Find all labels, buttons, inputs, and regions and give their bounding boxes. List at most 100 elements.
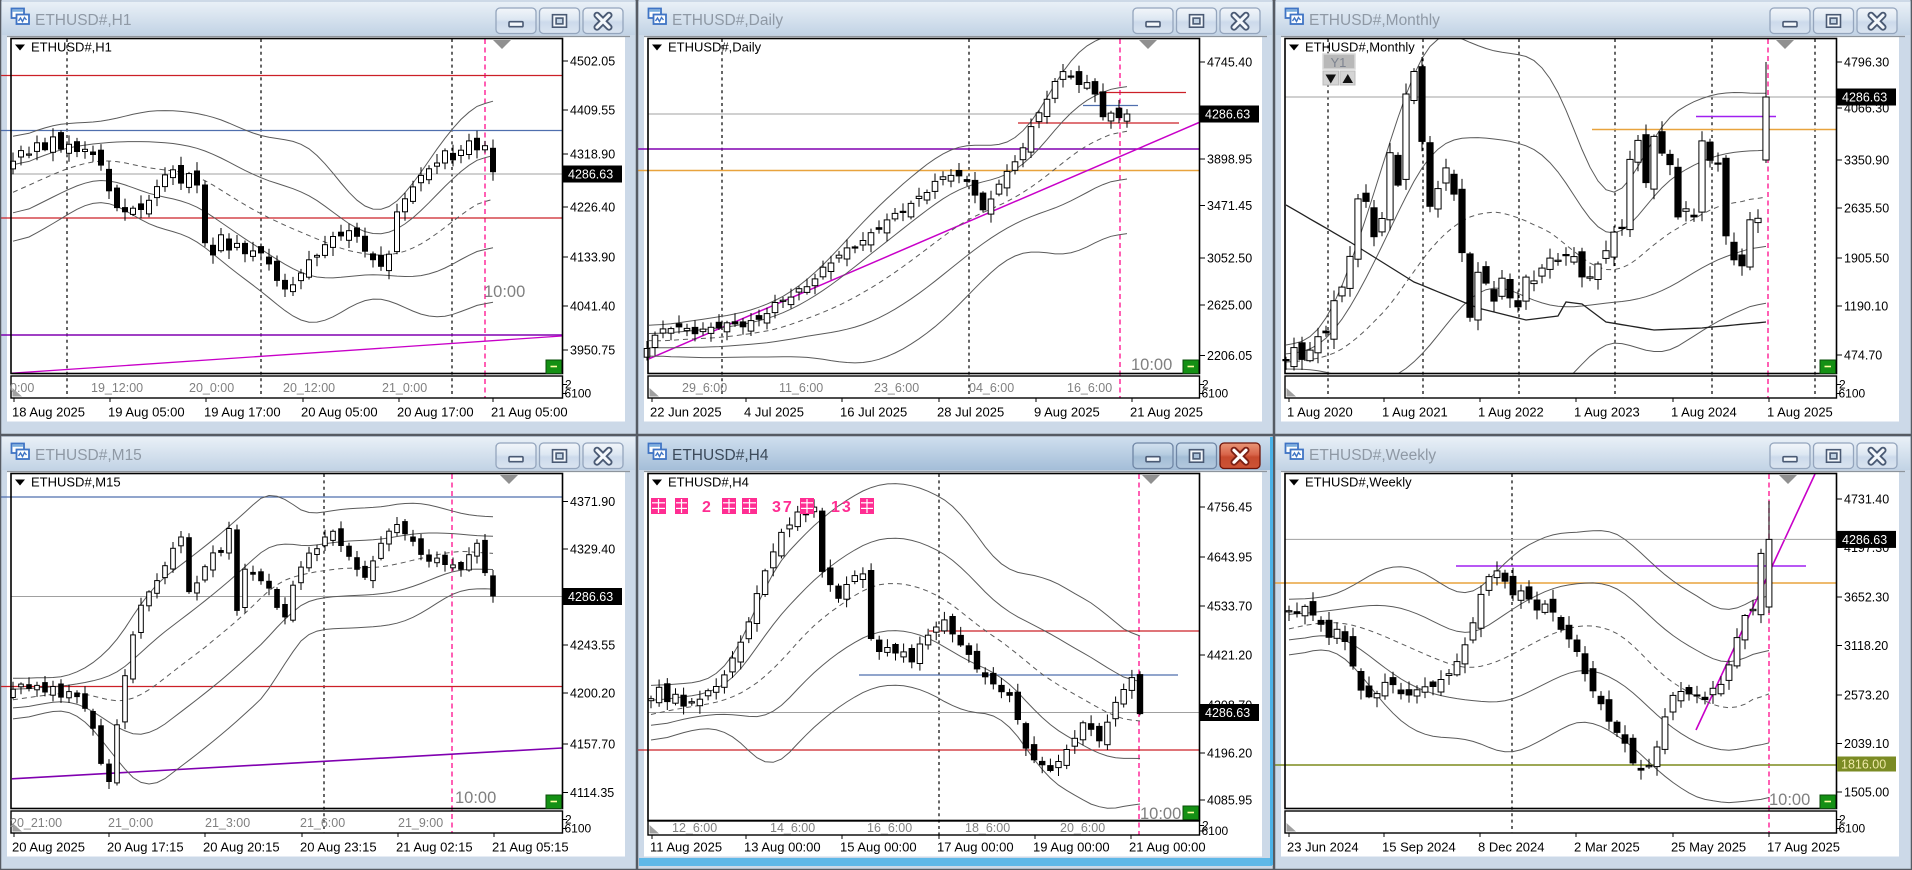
- svg-text:16_6:00: 16_6:00: [867, 821, 912, 835]
- svg-text:21 Aug 05:00: 21 Aug 05:00: [491, 405, 568, 420]
- svg-text:ETHUSD#,H1: ETHUSD#,H1: [35, 12, 131, 29]
- svg-text:20 Aug 20:15: 20 Aug 20:15: [203, 840, 280, 855]
- svg-text:20_12:00: 20_12:00: [283, 381, 335, 395]
- svg-text:ETHUSD#,M15: ETHUSD#,M15: [35, 447, 142, 464]
- svg-text:4533.70: 4533.70: [1207, 600, 1252, 614]
- svg-text:2: 2: [1202, 819, 1209, 833]
- svg-text:6100: 6100: [1202, 824, 1229, 838]
- svg-text:1 Aug 2020: 1 Aug 2020: [1287, 405, 1353, 420]
- svg-text:1505.00: 1505.00: [1844, 786, 1889, 800]
- svg-text:2: 2: [565, 813, 572, 827]
- svg-text:4745.40: 4745.40: [1207, 56, 1252, 70]
- svg-text:4286.63: 4286.63: [1205, 108, 1250, 122]
- svg-text:10:00: 10:00: [1140, 805, 1181, 823]
- svg-text:28 Jul 2025: 28 Jul 2025: [937, 405, 1004, 420]
- svg-text:3350.90: 3350.90: [1844, 154, 1889, 168]
- svg-text:16 Jul 2025: 16 Jul 2025: [840, 405, 907, 420]
- svg-text:6100: 6100: [565, 387, 592, 401]
- svg-text:ETHUSD#,H4: ETHUSD#,H4: [672, 447, 769, 464]
- svg-text:3950.75: 3950.75: [570, 344, 615, 358]
- svg-text:23 Jun 2024: 23 Jun 2024: [1287, 840, 1359, 855]
- svg-text:2635.50: 2635.50: [1844, 202, 1889, 216]
- svg-text:13 Aug 00:00: 13 Aug 00:00: [744, 840, 821, 855]
- svg-text:19 Aug 05:00: 19 Aug 05:00: [108, 405, 185, 420]
- svg-text:25 May 2025: 25 May 2025: [1671, 840, 1746, 855]
- svg-text:4041.40: 4041.40: [570, 300, 615, 314]
- svg-text:21_0:00: 21_0:00: [382, 381, 427, 395]
- svg-text:3052.50: 3052.50: [1207, 252, 1252, 266]
- svg-text:2: 2: [702, 499, 711, 516]
- svg-text:1 Aug 2024: 1 Aug 2024: [1671, 405, 1737, 420]
- svg-text:4286.63: 4286.63: [1842, 91, 1887, 105]
- svg-text:ETHUSD#,Weekly: ETHUSD#,Weekly: [1305, 475, 1412, 490]
- svg-text:10:00: 10:00: [455, 789, 496, 807]
- svg-text:4731.40: 4731.40: [1844, 493, 1889, 507]
- svg-text:2: 2: [1839, 813, 1846, 827]
- svg-text:6100: 6100: [565, 822, 592, 836]
- svg-text:15 Aug 00:00: 15 Aug 00:00: [840, 840, 917, 855]
- svg-text:4286.63: 4286.63: [1842, 533, 1887, 547]
- svg-text:ETHUSD#,H1: ETHUSD#,H1: [31, 40, 112, 55]
- svg-text:4085.95: 4085.95: [1207, 794, 1252, 808]
- svg-text:4196.20: 4196.20: [1207, 747, 1252, 761]
- svg-text:6100: 6100: [1202, 387, 1229, 401]
- svg-text:37: 37: [772, 499, 794, 516]
- svg-text:10:00: 10:00: [484, 283, 525, 301]
- svg-text:ETHUSD#,Daily: ETHUSD#,Daily: [672, 12, 783, 29]
- svg-text:ETHUSD#,Weekly: ETHUSD#,Weekly: [1309, 447, 1436, 464]
- svg-text:19_12:00: 19_12:00: [91, 381, 143, 395]
- svg-text:2: 2: [1202, 378, 1209, 392]
- svg-text:6100: 6100: [1839, 822, 1866, 836]
- svg-text:20_21:00: 20_21:00: [10, 816, 62, 830]
- svg-text:19 Aug 00:00: 19 Aug 00:00: [1033, 840, 1110, 855]
- svg-text:4133.90: 4133.90: [570, 251, 615, 265]
- svg-text:8 Dec 2024: 8 Dec 2024: [1478, 840, 1545, 855]
- svg-text:21_9:00: 21_9:00: [398, 816, 443, 830]
- svg-text:21 Aug 02:15: 21 Aug 02:15: [396, 840, 473, 855]
- svg-text:4114.35: 4114.35: [570, 786, 614, 800]
- svg-text:1 Aug 2025: 1 Aug 2025: [1767, 405, 1833, 420]
- svg-text:2: 2: [565, 378, 572, 392]
- svg-text:Y1: Y1: [1331, 55, 1347, 70]
- svg-text:4371.90: 4371.90: [570, 495, 615, 509]
- svg-text:9 Aug 2025: 9 Aug 2025: [1034, 405, 1100, 420]
- svg-text:ETHUSD#,Daily: ETHUSD#,Daily: [668, 40, 762, 55]
- svg-text:19 Aug 17:00: 19 Aug 17:00: [204, 405, 281, 420]
- svg-text:18 Aug 2025: 18 Aug 2025: [12, 405, 85, 420]
- svg-text:12_6:00: 12_6:00: [672, 821, 717, 835]
- svg-text:20 Aug 17:15: 20 Aug 17:15: [107, 840, 184, 855]
- svg-text:4409.55: 4409.55: [570, 104, 615, 118]
- svg-text:1 Aug 2021: 1 Aug 2021: [1382, 405, 1448, 420]
- svg-text:22 Jun 2025: 22 Jun 2025: [650, 405, 722, 420]
- svg-text:2 Mar 2025: 2 Mar 2025: [1574, 840, 1640, 855]
- svg-text:4421.20: 4421.20: [1207, 649, 1252, 663]
- svg-text:15 Sep 2024: 15 Sep 2024: [1382, 840, 1456, 855]
- svg-text:2206.05: 2206.05: [1207, 349, 1252, 363]
- svg-text:18_6:00: 18_6:00: [965, 821, 1010, 835]
- svg-text:2573.20: 2573.20: [1844, 689, 1889, 703]
- svg-text:4157.70: 4157.70: [570, 738, 615, 752]
- svg-text:16_6:00: 16_6:00: [1067, 381, 1112, 395]
- svg-text:3652.30: 3652.30: [1844, 591, 1889, 605]
- svg-text:20 Aug 17:00: 20 Aug 17:00: [397, 405, 474, 420]
- svg-text:3898.95: 3898.95: [1207, 153, 1252, 167]
- svg-text:4243.55: 4243.55: [570, 639, 615, 653]
- svg-text:4643.95: 4643.95: [1207, 551, 1252, 565]
- svg-text:20_6:00: 20_6:00: [1060, 821, 1105, 835]
- svg-text:10:00: 10:00: [1769, 791, 1810, 809]
- svg-text:10:00: 10:00: [1131, 356, 1172, 374]
- svg-text:1 Aug 2022: 1 Aug 2022: [1478, 405, 1544, 420]
- svg-text:21_6:00: 21_6:00: [300, 816, 345, 830]
- svg-text:4200.20: 4200.20: [570, 687, 615, 701]
- svg-text:29_6:00: 29_6:00: [682, 381, 727, 395]
- svg-text:20 Aug 23:15: 20 Aug 23:15: [300, 840, 377, 855]
- svg-text:2625.00: 2625.00: [1207, 299, 1252, 313]
- svg-text:17 Aug 00:00: 17 Aug 00:00: [937, 840, 1014, 855]
- svg-text:21 Aug 00:00: 21 Aug 00:00: [1129, 840, 1206, 855]
- svg-text:ETHUSD#,M15: ETHUSD#,M15: [31, 475, 121, 490]
- svg-text:14_6:00: 14_6:00: [770, 821, 815, 835]
- svg-text:ETHUSD#,H4: ETHUSD#,H4: [668, 475, 749, 490]
- svg-text:21_3:00: 21_3:00: [205, 816, 250, 830]
- svg-text:20 Aug 05:00: 20 Aug 05:00: [301, 405, 378, 420]
- svg-text:1 Aug 2023: 1 Aug 2023: [1574, 405, 1640, 420]
